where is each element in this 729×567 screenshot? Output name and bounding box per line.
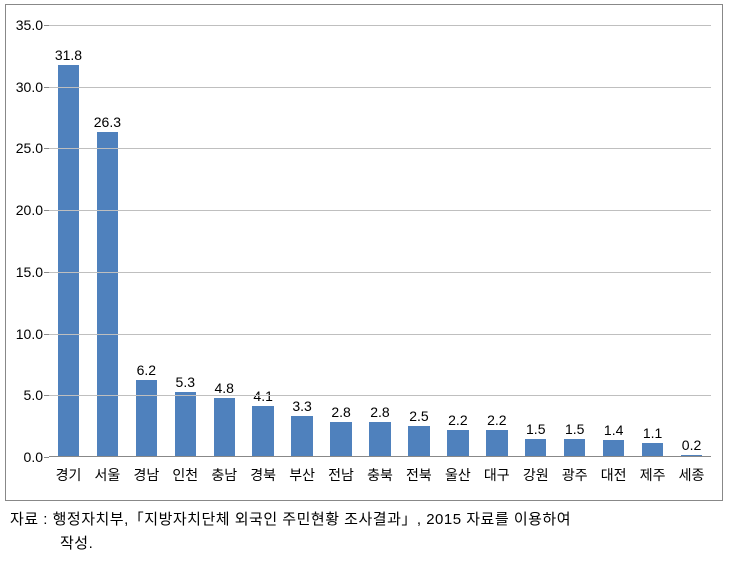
x-axis-line	[49, 456, 711, 457]
gridline	[49, 25, 711, 26]
bar: 4.1	[252, 406, 273, 457]
bar: 3.3	[291, 416, 312, 457]
gridline	[49, 395, 711, 396]
x-category-label: 경기	[56, 465, 82, 485]
source-line-2: 작성.	[10, 532, 710, 556]
x-category-label: 대전	[601, 465, 627, 485]
bar-value-label: 2.8	[331, 404, 350, 420]
chart-frame: 31.8 26.3 6.2 5.3 4.8 4.1 3.3 2.8 2.8 2.5 2.2 2.2 1.…	[5, 4, 723, 501]
bars-container: 31.8 26.3 6.2 5.3 4.8 4.1 3.3 2.8 2.8 2.5 2.2 2.2 1.…	[49, 25, 711, 457]
bar-value-label: 4.8	[214, 380, 233, 396]
bar-value-label: 2.2	[487, 412, 506, 428]
bar: 2.8	[369, 422, 390, 457]
bar: 6.2	[136, 380, 157, 457]
gridline	[49, 334, 711, 335]
bar-value-label: 1.1	[643, 425, 662, 441]
y-tick-label: 5.0	[24, 387, 43, 403]
y-tick-label: 15.0	[16, 264, 43, 280]
y-tick-label: 25.0	[16, 140, 43, 156]
y-tick-label: 35.0	[16, 17, 43, 33]
gridline	[49, 87, 711, 88]
bar: 5.3	[175, 392, 196, 457]
x-category-label: 울산	[445, 465, 471, 485]
x-category-label: 충북	[367, 465, 393, 485]
bar-value-label: 2.5	[409, 408, 428, 424]
y-tick-mark	[44, 148, 49, 149]
x-category-label: 대구	[484, 465, 510, 485]
bar: 2.8	[330, 422, 351, 457]
y-tick-mark	[44, 395, 49, 396]
bar: 1.1	[642, 443, 663, 457]
bar: 2.2	[486, 430, 507, 457]
x-category-label: 세종	[679, 465, 705, 485]
y-tick-mark	[44, 87, 49, 88]
bar: 26.3	[97, 132, 118, 457]
x-category-label: 전북	[406, 465, 432, 485]
bar-value-label: 31.8	[55, 47, 82, 63]
gridline	[49, 272, 711, 273]
y-tick-label: 30.0	[16, 79, 43, 95]
bar-value-label: 2.2	[448, 412, 467, 428]
y-tick-label: 10.0	[16, 326, 43, 342]
y-tick-label: 20.0	[16, 202, 43, 218]
x-category-label: 경남	[133, 465, 159, 485]
bar: 1.4	[603, 440, 624, 457]
bar-value-label: 4.1	[253, 388, 272, 404]
bar-value-label: 3.3	[292, 398, 311, 414]
x-category-label: 광주	[562, 465, 588, 485]
source-line-1: 자료 : 행정자치부,「지방자치단체 외국인 주민현황 조사결과」, 2015 …	[10, 508, 710, 532]
x-category-label: 제주	[640, 465, 666, 485]
gridline	[49, 148, 711, 149]
bar-value-label: 6.2	[137, 362, 156, 378]
bar: 4.8	[214, 398, 235, 457]
y-tick-mark	[44, 457, 49, 458]
plot-area: 31.8 26.3 6.2 5.3 4.8 4.1 3.3 2.8 2.8 2.5 2.2 2.2 1.…	[49, 25, 711, 457]
bar: 2.5	[408, 426, 429, 457]
bar-value-label: 1.5	[526, 421, 545, 437]
x-category-label: 전남	[328, 465, 354, 485]
bar: 2.2	[447, 430, 468, 457]
bar: 31.8	[58, 65, 79, 458]
y-tick-mark	[44, 25, 49, 26]
gridline	[49, 210, 711, 211]
bar: 1.5	[525, 439, 546, 458]
x-category-label: 서울	[95, 465, 121, 485]
y-tick-mark	[44, 210, 49, 211]
x-category-label: 강원	[523, 465, 549, 485]
source-citation: 자료 : 행정자치부,「지방자치단체 외국인 주민현황 조사결과」, 2015 …	[10, 508, 710, 556]
y-tick-mark	[44, 334, 49, 335]
bar-value-label: 26.3	[94, 114, 121, 130]
bar-value-label: 1.5	[565, 421, 584, 437]
bar: 1.5	[564, 439, 585, 458]
x-category-label: 경북	[250, 465, 276, 485]
x-category-label: 충남	[211, 465, 237, 485]
y-tick-label: 0.0	[24, 449, 43, 465]
x-category-label: 인천	[172, 465, 198, 485]
y-tick-mark	[44, 272, 49, 273]
bar-value-label: 0.2	[682, 437, 701, 453]
x-category-label: 부산	[289, 465, 315, 485]
bar-value-label: 1.4	[604, 422, 623, 438]
bar-value-label: 2.8	[370, 404, 389, 420]
bar-value-label: 5.3	[176, 374, 195, 390]
